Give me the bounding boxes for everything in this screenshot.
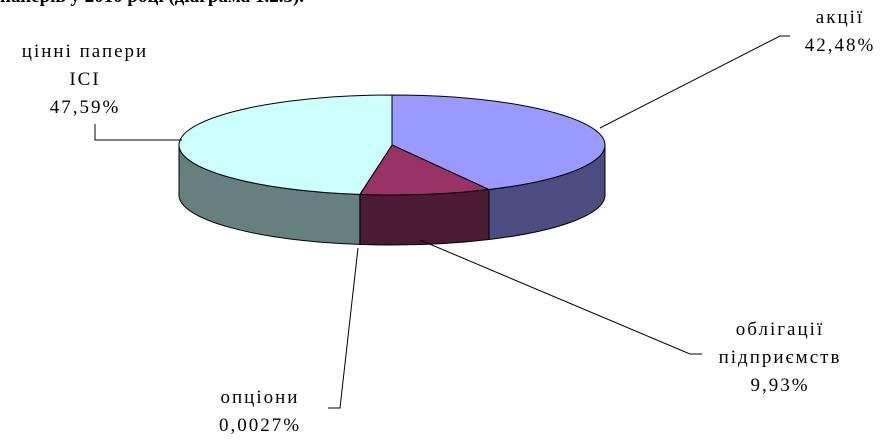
slice-label: облігації підприємств 9,93%: [718, 319, 842, 396]
leader-line: [328, 247, 359, 409]
pie: [178, 94, 606, 246]
leader-lines: [94, 35, 790, 409]
leader-line: [599, 35, 790, 129]
slice: [391, 94, 606, 191]
slice-label: акції 42,48%: [804, 7, 876, 56]
caption: паперів у 2010 році (діаграма 1.2.3).: [0, 0, 304, 8]
slice-label: цінні папери ІСІ 47,59%: [21, 41, 149, 118]
slice: [358, 144, 491, 196]
slice-side: [359, 188, 490, 246]
slice-label: опціони 0,0027%: [218, 387, 302, 436]
leader-line: [94, 124, 182, 141]
leader-line: [419, 239, 702, 355]
slice: [178, 94, 393, 195]
